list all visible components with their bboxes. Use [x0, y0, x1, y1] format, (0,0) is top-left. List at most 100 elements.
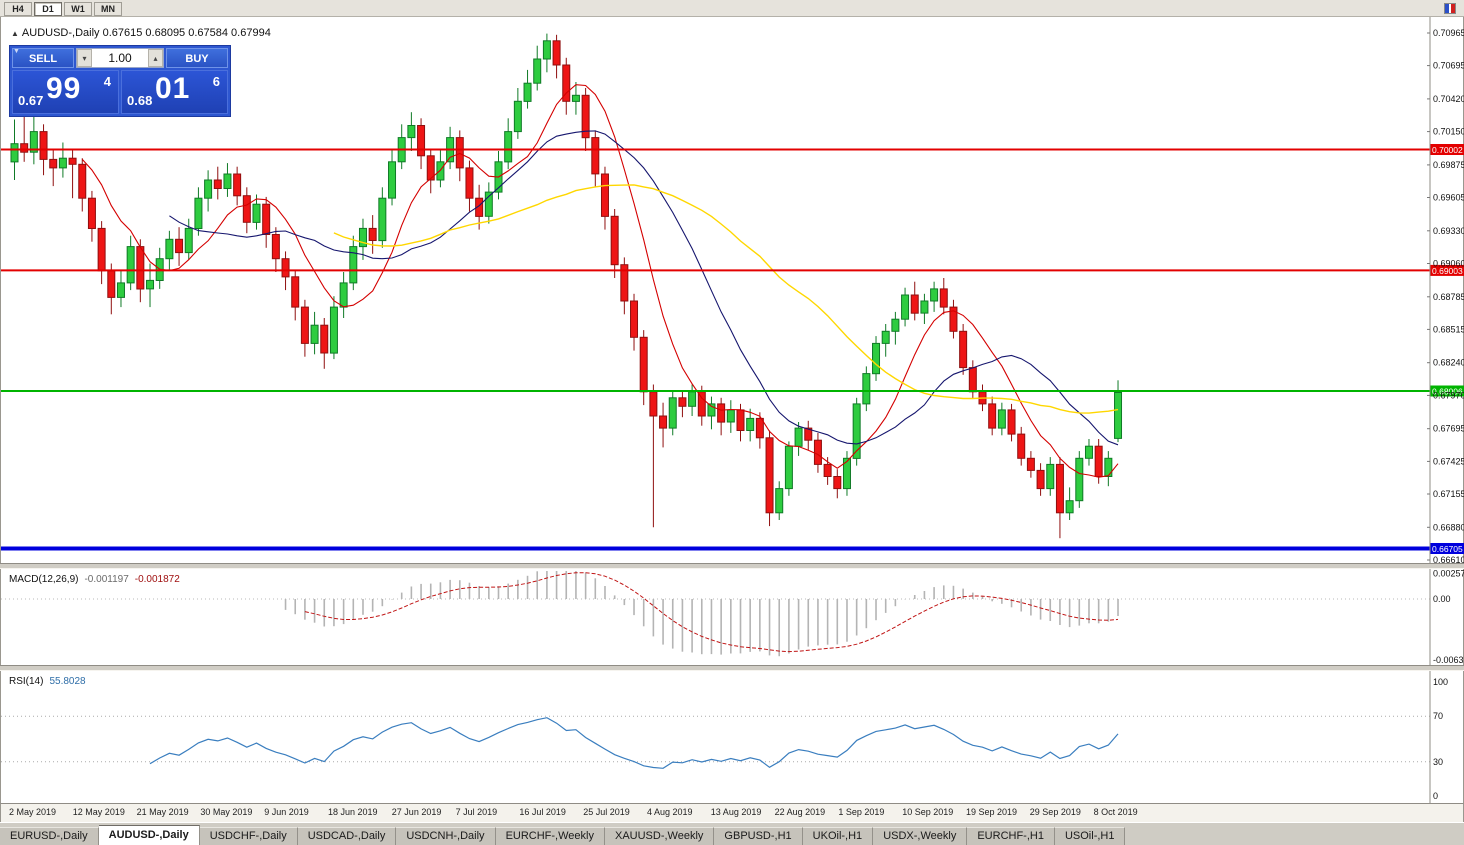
chart-mini-icon [1444, 3, 1456, 14]
svg-text:0.70150: 0.70150 [1433, 127, 1464, 137]
chart-tab-ukoil-h1[interactable]: UKOil-,H1 [802, 827, 874, 845]
ma-line [169, 130, 1119, 446]
chart-tab-audusd-daily[interactable]: AUDUSD-,Daily [98, 825, 200, 845]
svg-text:0.67425: 0.67425 [1433, 456, 1464, 466]
svg-text:0.68006: 0.68006 [1432, 387, 1463, 397]
timeframe-buttons: H4 D1 W1 MN [4, 0, 124, 17]
buy-price-big-digits: 01 [155, 72, 191, 105]
one-click-trading-panel: ▼ SELL ▾ 1.00 ▴ BUY 0.67 99 4 0.68 01 6 [9, 45, 231, 117]
date-label: 25 Jul 2019 [583, 807, 630, 817]
date-label: 18 Jun 2019 [328, 807, 378, 817]
svg-text:100: 100 [1433, 677, 1448, 687]
panel-splitter[interactable] [0, 665, 1464, 671]
macd-signal-line [304, 572, 1119, 653]
volume-value[interactable]: 1.00 [108, 51, 132, 65]
date-label: 30 May 2019 [200, 807, 253, 817]
ma-line [333, 184, 1119, 414]
date-label: 29 Sep 2019 [1029, 807, 1081, 817]
candlestick-chart[interactable]: 0.70002 0.69003 0.68006 0.66705 0.70965 0.706… [1, 17, 1464, 563]
macd-histogram [284, 571, 1119, 657]
buy-price-pip-digit: 6 [212, 74, 220, 89]
rsi-chart[interactable]: 100 70 30 0 [1, 671, 1463, 803]
chart-tab-eurusd-daily[interactable]: EURUSD-,Daily [0, 827, 99, 845]
sell-price-pip-digit: 4 [103, 74, 111, 89]
date-label: 22 Aug 2019 [774, 807, 826, 817]
main-chart-panel[interactable]: ▲ AUDUSD-,Daily 0.67615 0.68095 0.67584 0… [0, 17, 1464, 563]
date-label: 10 Sep 2019 [902, 807, 954, 817]
chart-tab-eurchf-weekly[interactable]: EURCHF-,Weekly [495, 827, 605, 845]
date-axis[interactable]: 2 May 2019 12 May 2019 21 May 2019 30 May 2… [0, 803, 1464, 822]
date-label: 4 Aug 2019 [647, 807, 693, 817]
panel-splitter[interactable] [0, 563, 1464, 569]
date-label: 19 Sep 2019 [966, 807, 1018, 817]
svg-text:0.69605: 0.69605 [1433, 193, 1464, 203]
chart-tab-eurchf-h1[interactable]: EURCHF-,H1 [967, 827, 1055, 845]
svg-text:70: 70 [1433, 711, 1443, 721]
candles[interactable] [10, 33, 1123, 539]
price-level-lines[interactable]: 0.70002 0.69003 0.68006 0.66705 [1, 144, 1464, 554]
timeframe-button-mn[interactable]: MN [94, 2, 122, 16]
date-label: 12 May 2019 [72, 807, 125, 817]
volume-stepper[interactable]: ▾ 1.00 ▴ [76, 48, 164, 68]
date-label: 8 Oct 2019 [1093, 807, 1138, 817]
buy-price-display[interactable]: 0.68 01 6 [121, 70, 228, 114]
svg-text:0.68240: 0.68240 [1433, 358, 1464, 368]
svg-text:0.66610: 0.66610 [1433, 555, 1464, 563]
ma-line [81, 84, 1119, 478]
chart-tab-usdx-weekly[interactable]: USDX-,Weekly [873, 827, 968, 845]
sell-price-big-digits: 99 [46, 72, 82, 105]
timeframe-button-w1[interactable]: W1 [64, 2, 92, 16]
svg-text:0.70002: 0.70002 [1432, 145, 1463, 155]
chart-tab-xauusd-weekly[interactable]: XAUUSD-,Weekly [604, 827, 715, 845]
chart-tab-usdchf-daily[interactable]: USDCHF-,Daily [199, 827, 298, 845]
buy-price-prefix: 0.68 [127, 93, 153, 108]
rsi-line [149, 717, 1119, 769]
chart-collapse-icon[interactable]: ▲ [11, 29, 19, 38]
chart-tab-usoil-h1[interactable]: USOil-,H1 [1054, 827, 1126, 845]
chart-tab-gbpusd-h1[interactable]: GBPUSD-,H1 [714, 827, 803, 845]
svg-text:0.00: 0.00 [1433, 594, 1451, 604]
timeframe-button-h4[interactable]: H4 [4, 2, 32, 16]
svg-text:0.66705: 0.66705 [1432, 544, 1463, 554]
volume-decrease-button[interactable]: ▾ [77, 49, 92, 67]
chart-title: ▲ AUDUSD-,Daily 0.67615 0.68095 0.67584 0… [11, 27, 271, 39]
timeframe-button-d1[interactable]: D1 [34, 2, 62, 16]
date-label: 21 May 2019 [136, 807, 189, 817]
svg-text:0.68515: 0.68515 [1433, 324, 1464, 334]
price-axis[interactable]: 0.70965 0.70695 0.70420 0.70150 0.69875 0.696… [1427, 28, 1464, 563]
macd-panel[interactable]: MACD(12,26,9)-0.001197-0.001872 0.002574… [0, 569, 1464, 665]
svg-text:0.70420: 0.70420 [1433, 94, 1464, 104]
rsi-panel[interactable]: RSI(14) 55.8028 100 70 30 0 [0, 671, 1464, 803]
svg-text:0.69875: 0.69875 [1433, 160, 1464, 170]
chart-tab-usdcnh-daily[interactable]: USDCNH-,Daily [396, 827, 496, 845]
chart-tab-usdcad-daily[interactable]: USDCAD-,Daily [297, 827, 397, 845]
timeframe-toolbar: H4 D1 W1 MN [0, 0, 1464, 17]
sell-button[interactable]: SELL [12, 48, 74, 68]
sell-price-display[interactable]: 0.67 99 4 [12, 70, 119, 114]
svg-text:0.69060: 0.69060 [1433, 259, 1464, 269]
svg-text:-0.006326: -0.006326 [1433, 655, 1464, 665]
date-label: 13 Aug 2019 [710, 807, 762, 817]
svg-text:0.70695: 0.70695 [1433, 61, 1464, 71]
svg-text:0.002574: 0.002574 [1433, 569, 1464, 578]
date-label: 27 Jun 2019 [391, 807, 442, 817]
rsi-label: RSI(14) 55.8028 [9, 676, 86, 687]
macd-chart[interactable]: 0.002574 0.00 -0.006326 [1, 569, 1464, 665]
date-label: 9 Jun 2019 [264, 807, 309, 817]
svg-text:0: 0 [1433, 791, 1438, 801]
date-label: 7 Jul 2019 [455, 807, 498, 817]
svg-text:0.66880: 0.66880 [1433, 522, 1464, 532]
svg-text:0.68785: 0.68785 [1433, 292, 1464, 302]
svg-text:0.67970: 0.67970 [1433, 390, 1464, 400]
svg-text:0.69003: 0.69003 [1432, 266, 1463, 276]
date-label: 16 Jul 2019 [519, 807, 566, 817]
svg-text:0.70965: 0.70965 [1433, 28, 1464, 38]
svg-text:0.69330: 0.69330 [1433, 226, 1464, 236]
trade-panel-collapse-icon[interactable]: ▼ [13, 48, 20, 55]
date-label: 2 May 2019 [9, 807, 57, 817]
volume-increase-button[interactable]: ▴ [148, 49, 163, 67]
date-label: 1 Sep 2019 [838, 807, 885, 817]
svg-text:0.67695: 0.67695 [1433, 424, 1464, 434]
buy-button[interactable]: BUY [166, 48, 228, 68]
chart-tabs-bar: EURUSD-,Daily AUDUSD-,Daily USDCHF-,Daily U… [0, 822, 1464, 845]
